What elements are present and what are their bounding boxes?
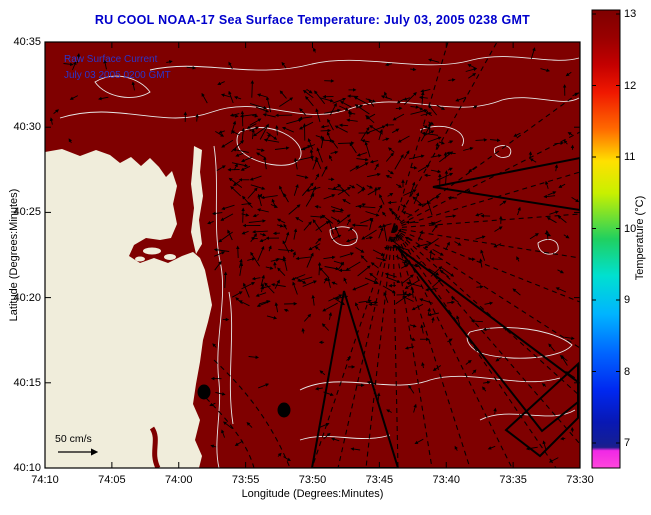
axis-ticks [44,13,620,469]
x-axis-label: Longitude (Degrees:Minutes) [241,488,384,500]
current-vectors [49,47,580,463]
y-tick-label: 40:15 [13,376,41,389]
station-marker [197,384,211,400]
colorbar-tick-label: 9 [624,294,631,306]
annotation-current-time: July 03 2005 0200 GMT [64,70,171,81]
y-tick-label: 40:30 [13,121,41,134]
x-tick-label: 73:35 [499,474,527,486]
colorbar-tick-label: 7 [624,437,631,449]
colorbar-tick-label: 11 [624,151,636,163]
x-tick-label: 74:05 [98,474,126,486]
x-tick-label: 73:55 [231,474,260,486]
radar-sector-outlines [310,156,580,468]
x-tick-label: 74:00 [164,474,193,486]
colorbar-tick-label: 12 [624,79,637,92]
coastline-contours [59,56,580,468]
x-tick-label: 73:40 [432,474,461,486]
colorbar-tick-label: 13 [624,8,637,20]
radar-bearing-lines [205,42,580,468]
colorbar-tick-label: 8 [624,365,631,378]
land-mask [45,146,212,468]
annotation-current-type: Raw Surface Current [64,54,158,65]
scale-arrow-label: 50 cm/s [55,433,92,445]
inland-water [149,426,161,468]
x-tick-label: 74:10 [31,474,59,486]
x-tick-label: 73:30 [566,474,594,486]
y-tick-label: 40:35 [13,36,41,48]
y-tick-label: 40:25 [13,206,41,219]
y-tick-label: 40:10 [13,462,41,474]
colorbar-bar [591,9,621,469]
y-tick-label: 40:20 [13,291,41,304]
x-tick-label: 73:50 [298,474,327,486]
station-marker [277,402,291,418]
colorbar-tick-label: 10 [624,222,637,235]
sandy-hook-spit [191,146,203,254]
y-axis-label: Latitude (Degrees:Minutes) [8,188,20,322]
figure-title: RU COOL NOAA-17 Sea Surface Temperature:… [94,13,531,27]
x-tick-label: 73:45 [365,474,394,486]
station-markers [197,384,291,418]
